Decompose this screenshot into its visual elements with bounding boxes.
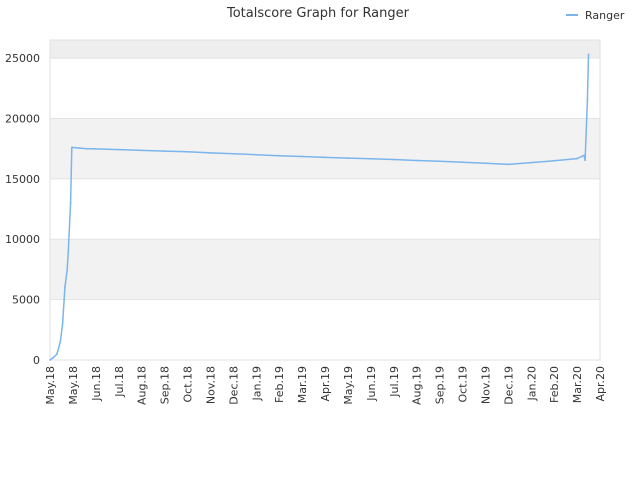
x-tick-label: May.18: [44, 366, 57, 405]
y-tick-label: 0: [33, 354, 40, 367]
data-point: [140, 149, 143, 152]
data-point: [232, 152, 235, 155]
plot-band: [50, 118, 600, 179]
data-point: [72, 146, 74, 149]
chart-title: Totalscore Graph for Ranger: [226, 6, 410, 21]
data-point: [52, 356, 55, 359]
data-point: [392, 158, 395, 161]
series-layer: [49, 53, 590, 361]
data-point: [586, 99, 589, 102]
x-tick-label: Oct.19: [457, 366, 470, 403]
x-tick-label: Oct.18: [182, 366, 195, 403]
data-point: [587, 53, 590, 56]
x-tick-label: Apr.20: [594, 366, 607, 402]
series-line-ranger: [49, 54, 590, 361]
data-point: [580, 155, 583, 158]
data-point: [369, 157, 372, 160]
x-tick-label: May.19: [342, 366, 355, 405]
x-tick-label: Nov.19: [479, 366, 492, 404]
x-tick-label: May.18: [67, 366, 80, 405]
data-point: [347, 157, 349, 159]
x-tick-label: Apr.19: [319, 366, 332, 402]
data-point: [78, 147, 81, 149]
x-tick-label: Jun.18: [90, 366, 103, 402]
data-point: [576, 157, 578, 160]
x-tick-label: Jul.19: [388, 366, 401, 398]
data-point: [278, 154, 281, 157]
x-tick-label: Jun.19: [365, 366, 378, 402]
x-tick-label: Mar.19: [296, 366, 309, 403]
x-tick-label: Dec.18: [227, 366, 240, 405]
legend: Ranger: [566, 9, 625, 22]
y-tick-label: 15000: [5, 173, 40, 186]
x-tick-label: Jan.20: [525, 366, 538, 401]
data-point: [415, 159, 418, 162]
x-tick-label: Aug.19: [411, 366, 424, 405]
y-tick-label: 5000: [12, 294, 40, 307]
y-axis: 0 5000 10000 15000 20000 25000: [5, 52, 40, 367]
data-point: [186, 150, 189, 153]
data-point: [66, 268, 69, 271]
plot-band: [50, 40, 600, 59]
x-tick-label: Jul.18: [113, 366, 126, 398]
y-tick-label: 25000: [5, 52, 40, 65]
data-point: [553, 159, 556, 162]
data-point: [117, 148, 120, 151]
legend-label-ranger[interactable]: Ranger: [585, 9, 625, 22]
x-tick-label: Sep.19: [434, 366, 447, 404]
data-point: [163, 150, 166, 152]
data-point: [255, 153, 258, 156]
plot-frame: [49, 39, 601, 361]
x-tick-label: Aug.18: [136, 366, 149, 405]
x-tick-label: Jan.19: [250, 366, 263, 401]
data-point: [85, 147, 88, 150]
data-point: [94, 148, 97, 150]
x-tick-label: Mar.20: [571, 366, 584, 403]
data-point: [69, 202, 72, 204]
x-axis: May.18 May.18 Jun.18 Jul.18 Aug.18 Sep.18 Oct.…: [44, 366, 607, 405]
data-point: [583, 154, 585, 157]
y-tick-label: 20000: [5, 112, 40, 125]
data-point: [461, 161, 464, 164]
x-tick-label: Sep.18: [159, 366, 172, 404]
data-point: [61, 322, 64, 325]
data-point: [59, 340, 62, 343]
data-point: [438, 160, 441, 163]
data-point: [530, 161, 533, 164]
data-point: [55, 353, 58, 355]
plot-background-bands: [50, 40, 600, 300]
gridlines: [50, 57, 600, 361]
x-tick-label: Nov.18: [204, 366, 217, 404]
data-point: [324, 156, 326, 159]
x-tick-label: Feb.19: [273, 366, 286, 403]
data-point: [209, 152, 212, 154]
data-point: [92, 147, 95, 150]
plot-band: [50, 239, 600, 300]
data-point: [63, 286, 66, 289]
y-tick-label: 10000: [5, 233, 40, 246]
data-point: [49, 359, 51, 361]
data-point: [67, 250, 70, 253]
x-tick-label: Feb.20: [548, 366, 561, 403]
data-point: [301, 155, 303, 158]
data-point: [584, 159, 587, 162]
data-point: [484, 162, 487, 165]
data-point: [507, 163, 510, 166]
x-tick-label: Dec.19: [502, 366, 515, 405]
